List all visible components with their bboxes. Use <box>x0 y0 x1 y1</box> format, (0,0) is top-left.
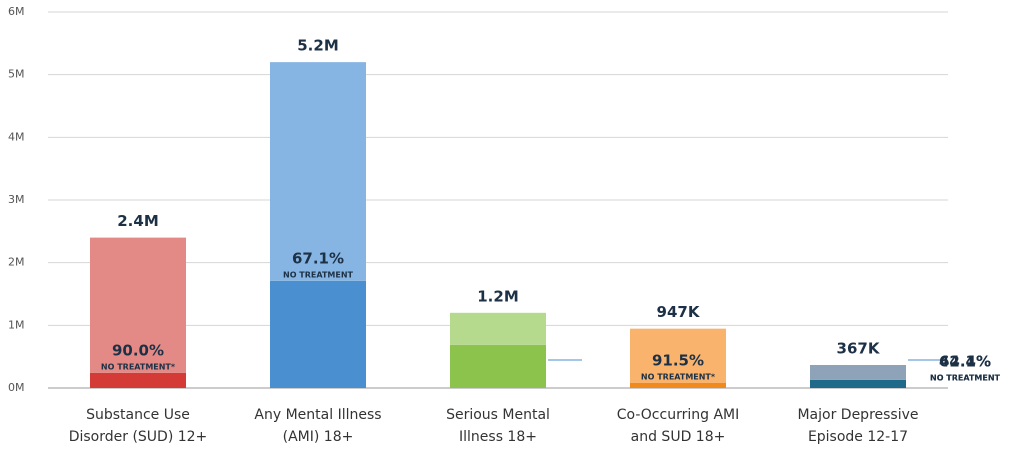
x-tick-label: Substance Use <box>86 407 190 423</box>
pct-label: 42.1% <box>939 353 991 371</box>
x-tick-label: Episode 12-17 <box>808 429 908 445</box>
bar-segment <box>450 312 546 345</box>
bar-segment <box>630 382 726 388</box>
bar-segment <box>90 372 186 388</box>
pct-label: 90.0% <box>112 341 164 359</box>
x-tick-label: Major Depressive <box>797 407 918 423</box>
y-tick-label: 6M <box>8 5 25 18</box>
bar-segment <box>630 328 726 383</box>
y-tick-label: 0M <box>8 381 25 394</box>
x-tick-label: Disorder (SUD) 12+ <box>69 429 208 445</box>
pct-label: 91.5% <box>652 351 704 369</box>
pct-note: NO TREATMENT* <box>101 362 176 371</box>
bar-segment <box>90 237 186 373</box>
total-label: 1.2M <box>477 287 519 305</box>
total-label: 367K <box>837 340 881 358</box>
total-label: 5.2M <box>297 37 339 55</box>
bar-segment <box>270 62 366 281</box>
x-tick-label: Any Mental Illness <box>254 407 381 423</box>
x-tick-label: (AMI) 18+ <box>283 429 354 445</box>
x-tick-label: Illness 18+ <box>459 429 537 445</box>
bar-segment <box>450 344 546 388</box>
y-tick-label: 1M <box>8 318 25 331</box>
bar-segment <box>810 365 906 380</box>
pct-note: NO TREATMENT* <box>641 372 716 381</box>
y-tick-label: 3M <box>8 193 25 206</box>
pct-note: NO TREATMENT <box>930 374 1001 383</box>
pct-label: 64.4% <box>939 353 991 371</box>
pct-note: NO TREATMENT <box>930 374 1001 383</box>
x-tick-label: Co-Occurring AMI <box>617 407 739 423</box>
y-tick-label: 2M <box>8 256 25 269</box>
bar-segment <box>270 280 366 388</box>
pct-label: 67.1% <box>292 249 344 267</box>
total-label: 2.4M <box>117 212 159 230</box>
x-tick-label: and SUD 18+ <box>631 429 726 445</box>
total-label: 947K <box>657 303 701 321</box>
bar-segment <box>810 379 906 388</box>
y-tick-label: 4M <box>8 130 25 143</box>
y-tick-label: 5M <box>8 68 25 81</box>
x-tick-label: Serious Mental <box>446 407 550 423</box>
pct-note: NO TREATMENT <box>283 270 354 279</box>
